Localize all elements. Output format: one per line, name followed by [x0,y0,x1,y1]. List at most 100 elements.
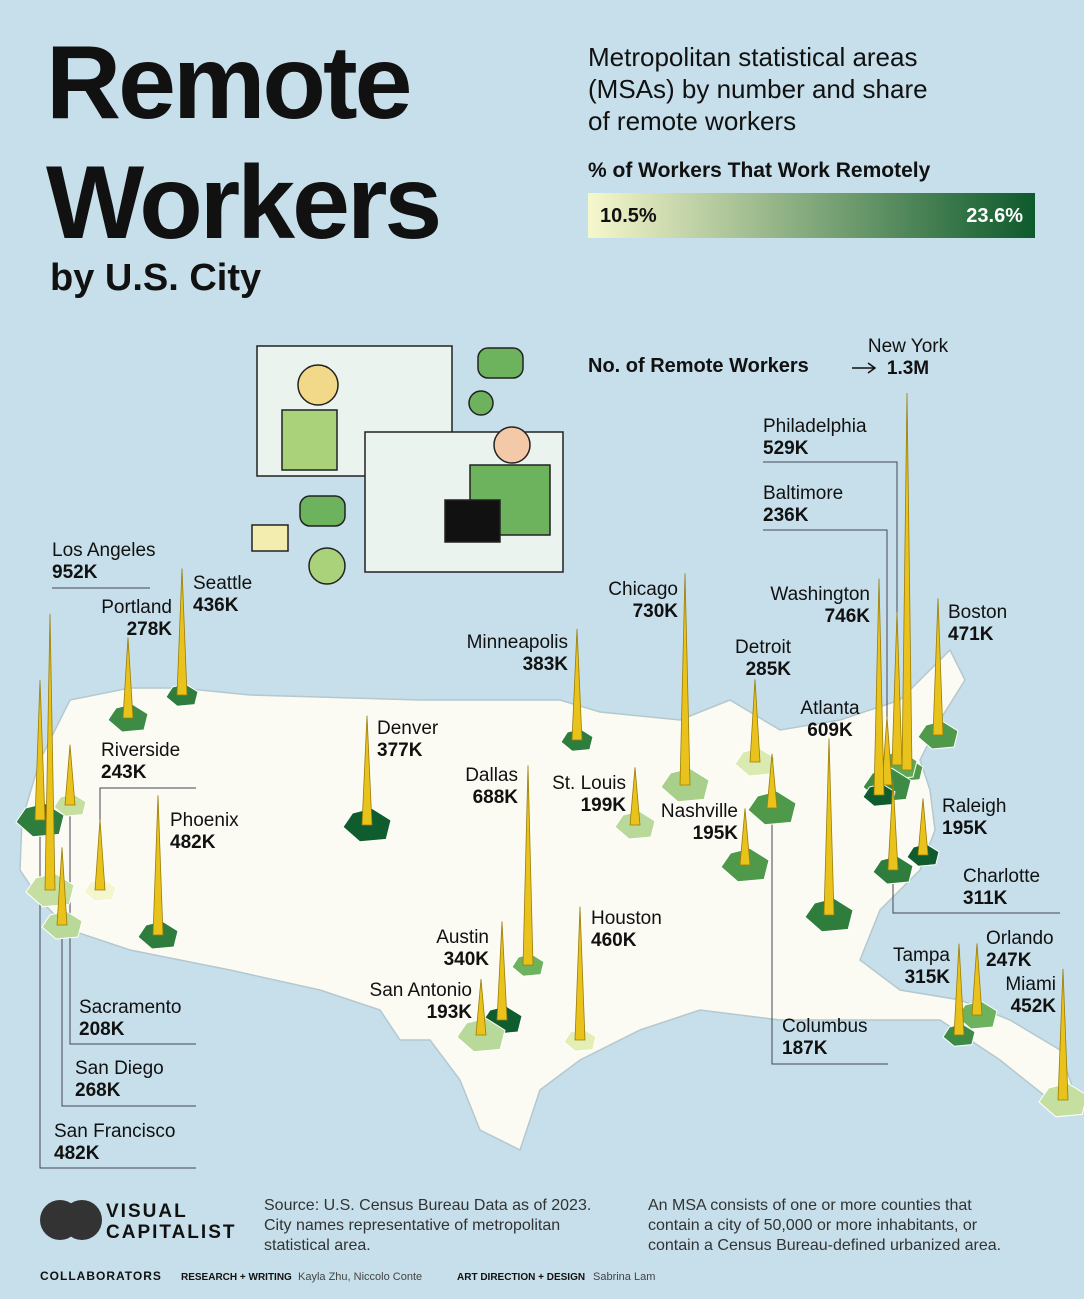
city-value: 195K [942,818,988,839]
description: (MSAs) by number and share [588,74,928,104]
city-name: Atlanta [800,698,860,719]
source: statistical area. [264,1237,371,1254]
city-name: Philadelphia [763,416,867,437]
spike [571,628,583,741]
note: An MSA consists of one or more counties … [648,1197,972,1214]
leaders [39,461,1060,1169]
city-name: Dallas [465,765,518,786]
city-value: 195K [693,823,739,844]
leader-line [771,808,888,1065]
credit-names: Sabrina Lam [593,1271,655,1283]
title: Workers [46,145,439,261]
credit-label: ART DIRECTION + DESIGN [457,1272,585,1283]
leader-line [99,787,196,830]
city-name: Baltimore [763,483,843,504]
leader-line [763,529,888,780]
city-name: Austin [436,927,489,948]
source: Source: U.S. Census Bureau Data as of 20… [264,1197,591,1214]
logo: VISUAL CAPITALIST [40,1200,236,1243]
city-value: 529K [763,438,809,459]
city-value: 285K [746,659,792,680]
spike [475,978,487,1036]
us-map [19,648,1082,1152]
city-name: St. Louis [552,773,626,794]
spike [34,680,46,821]
city-value: 278K [127,619,173,640]
size-legend: No. of Remote Workers [588,355,809,377]
city-name: Raleigh [942,796,1006,817]
spike [56,847,68,926]
description: of remote workers [588,106,796,136]
subtitle: by U.S. City [50,257,261,299]
spike [891,611,903,766]
note: contain a city of 50,000 or more inhabit… [648,1217,978,1234]
city-name: Boston [948,602,1007,623]
legend-title: % of Workers That Work Remotely [588,159,931,182]
city-value: 482K [170,832,216,853]
city-name: Miami [1005,974,1056,995]
legend-min: 10.5% [600,205,657,227]
city-name: Charlotte [963,866,1040,887]
legend-max: 23.6% [966,205,1023,227]
spike [873,578,885,796]
spike [1057,968,1069,1101]
city-value: 311K [963,888,1008,909]
spike [917,798,929,856]
spike [94,819,106,891]
leader-line [39,820,196,1169]
city-name: Columbus [782,1016,868,1037]
city-value: 688K [473,787,519,808]
spike [496,921,508,1021]
city-name: Sacramento [79,997,181,1018]
spike [739,808,751,866]
credit-names: Kayla Zhu, Niccolo Conte [298,1271,422,1283]
spike [901,392,913,771]
city-name: San Diego [75,1058,164,1079]
leader-line [61,925,196,1107]
spike [887,779,899,871]
spike [953,943,965,1036]
city-name: New York [868,336,949,357]
city-value: 452K [1011,996,1057,1017]
city-value: 746K [825,606,871,627]
spike [629,767,641,826]
city-name: Orlando [986,928,1054,949]
city-value: 460K [591,930,637,951]
city-value: 236K [763,505,809,526]
city-value: 199K [581,795,627,816]
spike [881,716,893,786]
city-name: Washington [770,584,870,605]
legend-gradient [588,193,1035,238]
spike [932,598,944,736]
logo-text: CAPITALIST [106,1222,236,1243]
city-name: Seattle [193,573,252,594]
city-value: 377K [377,740,423,761]
city-name: Riverside [101,740,180,761]
source: City names representative of metropolita… [264,1217,560,1234]
city-name: San Francisco [54,1121,175,1142]
logo-text: VISUAL [106,1201,188,1222]
title: Remote [46,25,410,141]
city-name: Tampa [893,945,950,966]
city-value: 730K [633,601,679,622]
city-value: 952K [52,562,98,583]
credit-label: RESEARCH + WRITING [181,1272,292,1283]
spike [122,637,134,719]
city-name: Denver [377,718,439,739]
city-value: 208K [79,1019,125,1040]
city-name: Nashville [661,801,738,822]
city-value: 383K [523,654,569,675]
collaborators: COLLABORATORS [40,1269,162,1283]
city-value: 315K [905,967,951,988]
spikes [34,392,1069,1101]
spike [766,753,778,809]
note: contain a Census Bureau-defined urbanize… [648,1237,1001,1254]
city-value: 471K [948,624,994,645]
city-value: 247K [986,950,1032,971]
city-value: 482K [54,1143,100,1164]
city-value: 340K [444,949,490,970]
spike [522,765,534,966]
spike [574,906,586,1041]
